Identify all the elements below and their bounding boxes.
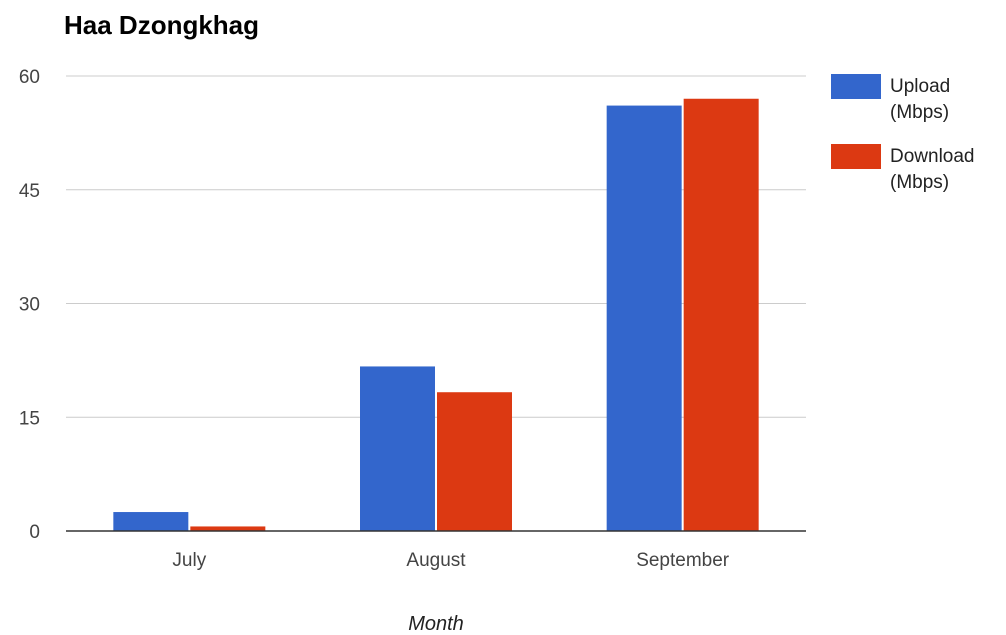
bar-download-july[interactable]	[190, 526, 266, 531]
y-tick-label: 0	[29, 522, 40, 543]
gridlines	[66, 75, 806, 418]
x-tick-label: September	[636, 550, 730, 571]
bar-download-september[interactable]	[683, 98, 759, 531]
legend-label[interactable]: (Mbps)	[890, 172, 949, 193]
x-tick-label: July	[172, 550, 206, 571]
legend[interactable]: Upload (Mbps) Download (Mbps)	[831, 74, 975, 193]
legend-label[interactable]: Download	[890, 146, 975, 167]
axes: 0 15 30 45 60 July August September	[19, 67, 806, 571]
legend-swatch[interactable]	[831, 144, 881, 169]
bars	[113, 98, 759, 531]
bar-upload-september[interactable]	[606, 105, 682, 531]
x-tick-label: August	[406, 550, 466, 571]
chart-title: Haa Dzongkhag	[64, 10, 259, 40]
y-tick-label: 15	[19, 408, 40, 429]
legend-label[interactable]: Upload	[890, 76, 950, 97]
x-axis-title: Month	[408, 613, 464, 635]
bar-download-august[interactable]	[437, 392, 512, 531]
bar-upload-august[interactable]	[360, 366, 435, 531]
legend-swatch[interactable]	[831, 74, 881, 99]
y-tick-label: 45	[19, 181, 40, 202]
bar-upload-july[interactable]	[113, 512, 189, 531]
y-tick-label: 30	[19, 295, 40, 316]
y-tick-label: 60	[19, 67, 40, 88]
legend-label[interactable]: (Mbps)	[890, 102, 949, 123]
